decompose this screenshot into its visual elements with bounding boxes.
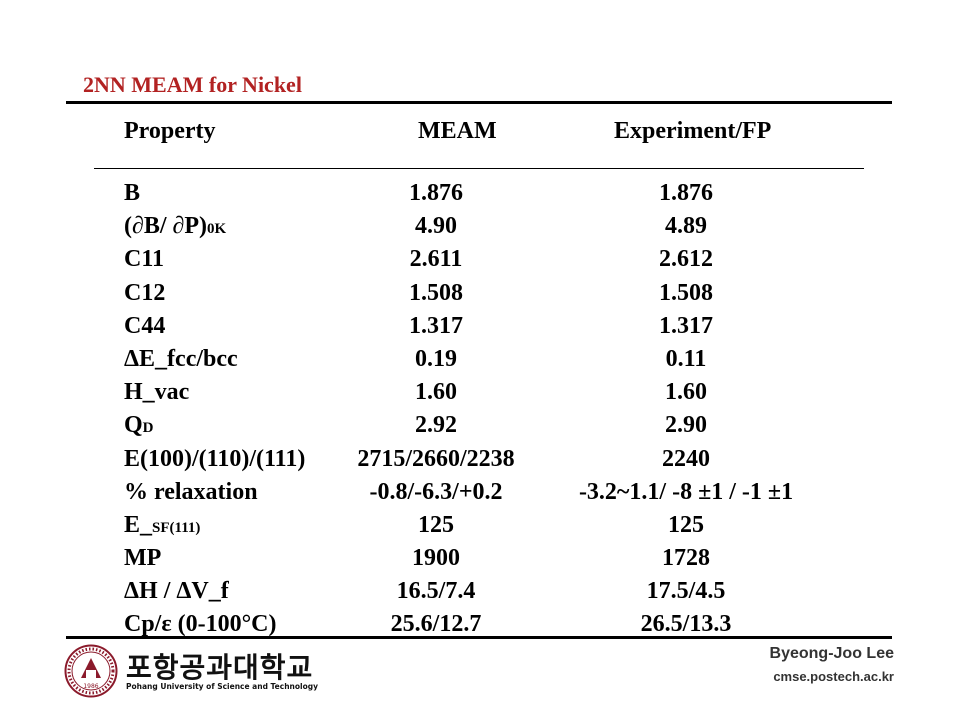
property-cell: H_vac bbox=[124, 379, 190, 406]
property-cell: QD bbox=[124, 412, 154, 439]
property-cell: C11 bbox=[124, 246, 165, 273]
table-row: C44 1.317 1.317 bbox=[124, 312, 713, 339]
property-cell: Cp/ε (0-100°C) bbox=[124, 611, 277, 638]
property-cell: E(100)/(110)/(111) bbox=[124, 445, 306, 472]
university-seal-icon: 1986 bbox=[64, 644, 118, 698]
table-header: Property MEAM Experiment/FP bbox=[124, 118, 884, 152]
slide-title: 2NN MEAM for Nickel bbox=[83, 72, 302, 97]
table-row: Cp/ε (0-100°C) 25.6/12.7 26.5/13.3 bbox=[124, 611, 732, 638]
header-property: Property bbox=[124, 118, 216, 144]
table-row: E(100)/(110)/(111) 2715/2660/2238 2240 bbox=[124, 445, 710, 472]
table-row: H_vac 1.60 1.60 bbox=[124, 379, 707, 406]
property-cell: (∂B/ ∂P)0K bbox=[124, 213, 227, 240]
table-row: (∂B/ ∂P)0K 4.90 4.89 bbox=[124, 213, 707, 240]
table-row: B 1.876 1.876 bbox=[124, 180, 713, 206]
author-name: Byeong-Joo Lee bbox=[769, 645, 894, 662]
property-cell: E_SF(111) bbox=[124, 511, 201, 538]
property-cell: B bbox=[124, 180, 141, 206]
property-subscript: D bbox=[142, 420, 154, 437]
bottom-divider bbox=[66, 636, 892, 639]
table-row: MP 1900 1728 bbox=[124, 545, 710, 572]
property-cell: MP bbox=[124, 545, 162, 572]
property-cell: % relaxation bbox=[124, 478, 258, 505]
university-logo: 1986 포항공과대학교 Pohang University of Scienc… bbox=[64, 644, 318, 700]
table-row: C11 2.611 2.612 bbox=[124, 246, 713, 273]
property-table: B 1.876 1.876 (∂B/ ∂P)0K 4.90 4.89 C11 2.611 2.6… bbox=[124, 180, 884, 645]
property-cell: C12 bbox=[124, 279, 166, 306]
table-row: C12 1.508 1.508 bbox=[124, 279, 713, 306]
table-row: ΔE_fcc/bcc 0.19 0.11 bbox=[124, 345, 707, 372]
university-name-english: Pohang University of Science and Technol… bbox=[126, 682, 319, 691]
header-meam: MEAM bbox=[418, 118, 497, 144]
website-url: cmse.postech.ac.kr bbox=[773, 669, 894, 684]
property-subscript: SF(111) bbox=[152, 519, 201, 536]
svg-text:1986: 1986 bbox=[83, 683, 98, 690]
table-row: E_SF(111) 125 125 bbox=[124, 511, 704, 538]
table-row: QD 2.92 2.90 bbox=[124, 412, 707, 439]
property-cell: ΔE_fcc/bcc bbox=[124, 345, 238, 372]
header-experiment: Experiment/FP bbox=[614, 118, 772, 144]
header-divider bbox=[94, 168, 864, 169]
table-row: % relaxation -0.8/-6.3/+0.2 -3.2~1.1/ -8 ±… bbox=[124, 478, 794, 505]
property-subscript: 0K bbox=[207, 221, 227, 238]
university-name-korean: 포항공과대학교 bbox=[126, 651, 314, 684]
table-row: ΔH / ΔV_f 16.5/7.4 17.5/4.5 bbox=[124, 578, 726, 605]
top-divider bbox=[66, 101, 892, 104]
property-cell: ΔH / ΔV_f bbox=[124, 578, 229, 605]
property-cell: C44 bbox=[124, 312, 166, 339]
